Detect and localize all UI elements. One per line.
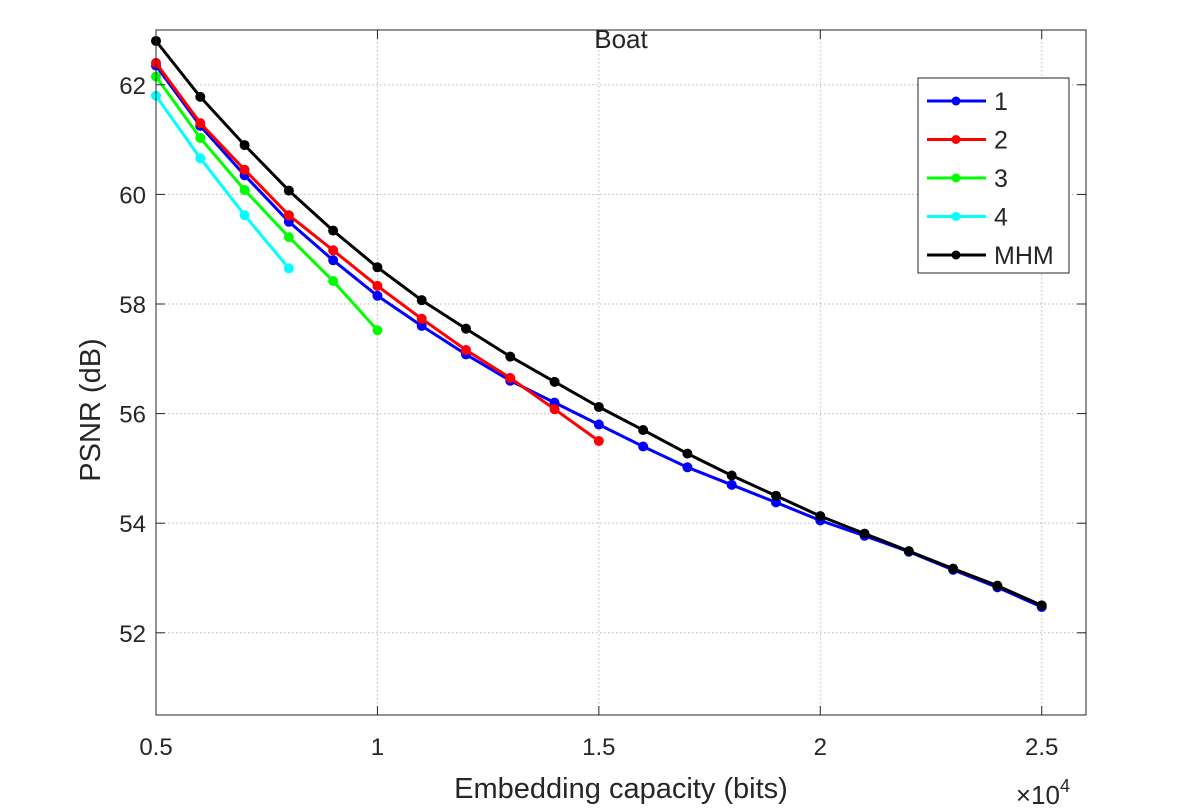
data-point bbox=[239, 185, 250, 196]
data-point bbox=[726, 470, 737, 481]
data-point bbox=[283, 232, 294, 243]
data-point bbox=[726, 479, 737, 490]
data-point bbox=[1036, 600, 1047, 611]
data-point bbox=[283, 210, 294, 221]
legend-label: 4 bbox=[994, 204, 1008, 232]
series-mhm bbox=[151, 35, 1047, 611]
x-multiplier: ×104 bbox=[1016, 776, 1070, 810]
x-tick-label: 0.5 bbox=[139, 734, 172, 761]
x-tick-label: 1 bbox=[371, 734, 384, 761]
legend-marker bbox=[951, 96, 961, 106]
data-point bbox=[239, 210, 250, 221]
data-point bbox=[461, 323, 471, 334]
legend-label: 3 bbox=[994, 165, 1008, 193]
data-point bbox=[195, 91, 206, 102]
data-point bbox=[638, 441, 649, 452]
data-point bbox=[593, 402, 604, 413]
data-point bbox=[549, 404, 560, 415]
data-point bbox=[505, 351, 516, 362]
data-point bbox=[328, 275, 339, 286]
legend-entry-4: 4 bbox=[927, 204, 1008, 232]
data-point bbox=[283, 263, 294, 274]
data-point bbox=[195, 118, 206, 129]
y-axis-label: PSNR (dB) bbox=[75, 338, 107, 481]
y-tick-label: 58 bbox=[119, 292, 146, 319]
data-point bbox=[903, 546, 914, 557]
series-layer bbox=[151, 35, 1047, 613]
data-point bbox=[682, 462, 693, 473]
y-tick-label: 62 bbox=[119, 73, 146, 100]
legend: 1 2 3 4 MHM bbox=[917, 77, 1070, 274]
x-tick-label: 2.5 bbox=[1025, 734, 1058, 761]
ticks: 0.5 1 1.5 2 2.5 52 54 56 58 60 62 bbox=[119, 30, 1086, 761]
legend-box bbox=[917, 77, 1070, 274]
legend-label: MHM bbox=[994, 242, 1054, 270]
series-line bbox=[154, 75, 379, 332]
legend-marker bbox=[951, 135, 961, 144]
grid bbox=[155, 30, 1086, 715]
legend-label: 1 bbox=[994, 88, 1008, 116]
legend-marker bbox=[951, 173, 961, 183]
data-point bbox=[239, 140, 250, 151]
y-tick-label: 60 bbox=[119, 182, 146, 209]
legend-marker bbox=[951, 212, 961, 221]
data-point bbox=[283, 185, 294, 196]
y-tick-label: 52 bbox=[119, 621, 146, 648]
data-point bbox=[416, 295, 427, 306]
data-point bbox=[815, 511, 826, 522]
legend-entry-3: 3 bbox=[927, 165, 1008, 193]
legend-entry-1: 1 bbox=[927, 88, 1008, 116]
series-line bbox=[154, 94, 291, 270]
data-point bbox=[593, 436, 604, 446]
x-multiplier-exponent: 4 bbox=[1060, 776, 1070, 796]
y-tick-label: 56 bbox=[119, 402, 146, 429]
y-tick-label: 54 bbox=[119, 511, 146, 538]
data-point bbox=[372, 290, 383, 301]
series-2 bbox=[151, 57, 604, 446]
data-point bbox=[328, 225, 339, 236]
data-point bbox=[638, 425, 649, 436]
data-point bbox=[505, 372, 516, 383]
data-point bbox=[859, 528, 870, 539]
data-point bbox=[771, 490, 781, 501]
data-point bbox=[992, 580, 1003, 591]
data-point bbox=[372, 325, 383, 336]
data-point bbox=[328, 255, 339, 266]
x-tick-label: 2 bbox=[814, 734, 827, 761]
data-point bbox=[372, 280, 383, 291]
data-point bbox=[682, 448, 693, 459]
data-point bbox=[416, 313, 427, 324]
legend-marker bbox=[951, 250, 961, 260]
data-point bbox=[549, 376, 560, 387]
data-point bbox=[948, 563, 959, 574]
legend-label: 2 bbox=[994, 127, 1008, 155]
legend-entry-mhm: MHM bbox=[927, 242, 1054, 270]
axes-box bbox=[155, 29, 1087, 716]
x-axis-label: Embedding capacity (bits) bbox=[454, 773, 788, 805]
series-3 bbox=[151, 71, 383, 336]
chart-title: Boat bbox=[594, 24, 648, 54]
data-point bbox=[372, 262, 383, 273]
data-point bbox=[195, 153, 206, 164]
series-4 bbox=[151, 90, 294, 274]
data-point bbox=[239, 164, 250, 175]
legend-entry-2: 2 bbox=[927, 127, 1008, 155]
data-point bbox=[195, 132, 206, 143]
data-point bbox=[328, 245, 339, 256]
x-tick-label: 1.5 bbox=[582, 734, 615, 761]
data-point bbox=[461, 345, 471, 356]
data-point bbox=[593, 419, 604, 430]
x-multiplier-base: ×10 bbox=[1016, 780, 1060, 810]
